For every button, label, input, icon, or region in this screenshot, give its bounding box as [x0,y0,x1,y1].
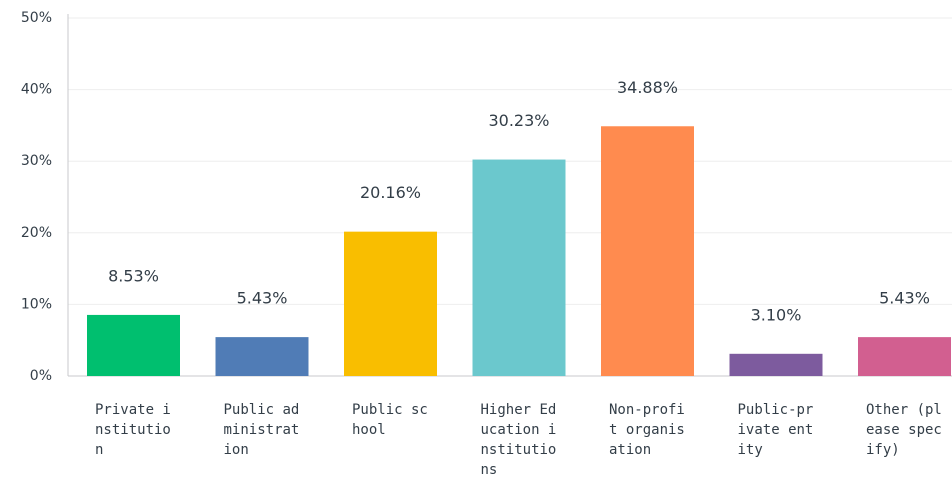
y-tick-label: 0% [30,368,52,384]
x-tick-label: Private institution [95,402,171,458]
x-tick-label: Non-profit organisation [609,402,685,458]
x-tick-label: Other (please specify) [866,402,942,458]
y-tick-label: 10% [21,296,52,312]
value-label: 34.88% [617,78,678,97]
y-tick-label: 20% [21,225,52,241]
bar [215,337,309,376]
bar [858,337,951,376]
bar [472,159,566,376]
value-label: 5.43% [879,289,930,308]
bar [344,231,437,376]
x-tick-label: Public school [352,402,428,438]
value-label: 3.10% [751,305,802,324]
x-tick-label: Higher Education institutions [480,402,557,478]
value-label: 20.16% [360,183,421,202]
y-tick-label: 40% [21,82,52,98]
x-tick-label: Public-private entity [737,402,814,458]
value-label: 5.43% [237,289,288,308]
value-label: 30.23% [488,111,549,130]
y-tick-label: 50% [21,10,52,26]
bar [601,126,694,376]
bar [729,353,823,376]
bar [87,314,180,376]
value-label: 8.53% [108,266,159,285]
x-tick-label: Public administration [223,402,300,458]
y-tick-label: 30% [21,153,52,169]
